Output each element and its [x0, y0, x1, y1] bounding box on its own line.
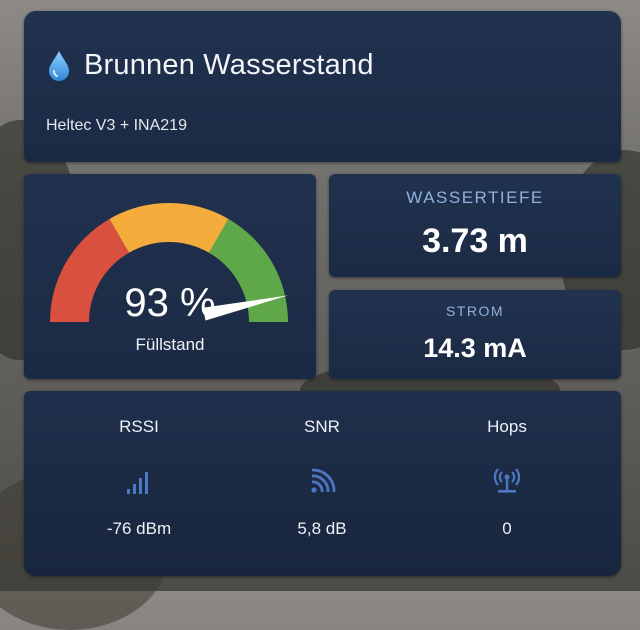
water-depth-card: WASSERTIEFE 3.73 m [329, 174, 621, 277]
gauge-card: 93 % Füllstand [24, 174, 316, 379]
hops-value: 0 [502, 519, 512, 538]
wifi-signal-icon [311, 468, 336, 493]
gauge-needle [202, 295, 289, 321]
snr-value: 5,8 dB [297, 519, 347, 538]
gauge-zone-green [209, 218, 288, 322]
rssi-stat: RSSI -76 dBm [54, 391, 224, 576]
radio-stats-card: RSSI -76 dBm SNR 5,8 dB Hops 0 [24, 391, 621, 576]
antenna-tower-icon [493, 468, 521, 493]
header-card: Brunnen Wasserstand Heltec V3 + INA219 [24, 11, 621, 162]
device-subtitle: Heltec V3 + INA219 [46, 117, 187, 134]
current-label: STROM [445, 303, 505, 319]
snr-stat: SNR 5,8 dB [237, 391, 407, 576]
signal-bars-icon [127, 472, 148, 494]
fill-level-gauge [50, 203, 289, 322]
water-depth-value: 3.73 m [422, 222, 528, 260]
water-drop-icon [49, 50, 69, 81]
gauge-zone-red [50, 218, 129, 322]
water-depth-label: WASSERTIEFE [406, 188, 544, 207]
hops-label: Hops [487, 417, 527, 436]
page-title: Brunnen Wasserstand [84, 49, 374, 81]
title-row: Brunnen Wasserstand [48, 49, 374, 82]
hops-stat: Hops 0 [422, 391, 592, 576]
current-card: STROM 14.3 mA [329, 290, 621, 379]
gauge-zone-orange [109, 203, 229, 253]
gauge-label: Füllstand [135, 335, 205, 354]
rssi-label: RSSI [119, 417, 159, 436]
current-value: 14.3 mA [423, 333, 527, 363]
rssi-value: -76 dBm [106, 519, 172, 538]
snr-label: SNR [304, 417, 340, 436]
gauge-value: 93 % [124, 281, 216, 325]
